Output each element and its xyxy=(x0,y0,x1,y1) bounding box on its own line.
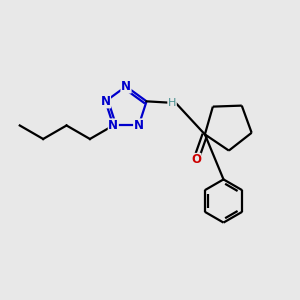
Text: O: O xyxy=(191,153,201,167)
Text: N: N xyxy=(121,80,131,93)
Text: N: N xyxy=(108,119,118,132)
Text: N: N xyxy=(100,95,110,108)
Text: N: N xyxy=(134,119,144,132)
Text: H: H xyxy=(168,98,176,108)
